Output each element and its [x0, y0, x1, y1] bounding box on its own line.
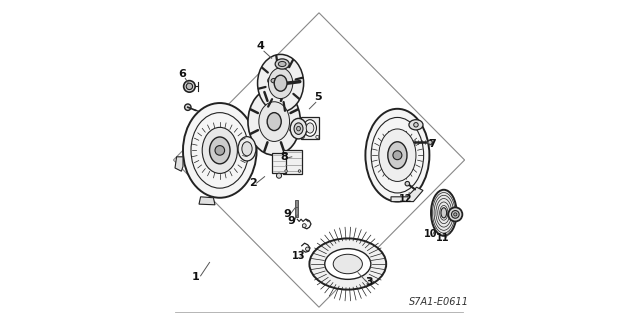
Ellipse shape	[271, 78, 278, 83]
Polygon shape	[199, 197, 215, 205]
Ellipse shape	[278, 61, 286, 67]
Ellipse shape	[268, 76, 281, 85]
Circle shape	[413, 123, 418, 127]
Text: 8: 8	[281, 152, 288, 162]
Text: 9: 9	[283, 209, 291, 219]
Circle shape	[428, 140, 433, 145]
Circle shape	[184, 81, 195, 92]
Text: 4: 4	[257, 41, 265, 51]
Ellipse shape	[269, 80, 279, 88]
Ellipse shape	[366, 109, 429, 202]
Text: 11: 11	[436, 233, 449, 243]
Text: 6: 6	[178, 69, 186, 79]
Text: 9: 9	[287, 216, 295, 226]
Ellipse shape	[441, 208, 447, 218]
Ellipse shape	[306, 123, 314, 133]
Text: S7A1-E0611: S7A1-E0611	[409, 297, 469, 308]
Ellipse shape	[275, 59, 289, 69]
Circle shape	[285, 170, 287, 172]
Text: 12: 12	[399, 194, 412, 204]
Ellipse shape	[294, 123, 303, 134]
Polygon shape	[175, 157, 183, 171]
Circle shape	[302, 224, 306, 228]
Ellipse shape	[388, 142, 407, 169]
Bar	[272, 153, 286, 173]
Bar	[300, 117, 320, 139]
Circle shape	[393, 151, 402, 160]
Text: 1: 1	[192, 272, 200, 282]
Text: 7: 7	[429, 139, 436, 148]
Ellipse shape	[267, 113, 281, 131]
Text: 10: 10	[424, 229, 437, 239]
Circle shape	[298, 170, 300, 172]
Circle shape	[316, 135, 319, 139]
Circle shape	[301, 135, 304, 139]
Circle shape	[452, 211, 459, 218]
Text: 5: 5	[315, 92, 322, 102]
Ellipse shape	[431, 190, 457, 236]
Circle shape	[454, 213, 457, 216]
Circle shape	[306, 247, 309, 251]
Ellipse shape	[183, 103, 256, 198]
Text: 2: 2	[249, 178, 257, 188]
Ellipse shape	[290, 118, 307, 139]
Ellipse shape	[209, 137, 230, 164]
Circle shape	[449, 207, 463, 221]
Circle shape	[276, 173, 281, 178]
Circle shape	[184, 104, 191, 110]
Ellipse shape	[409, 120, 423, 130]
Ellipse shape	[274, 75, 287, 91]
Ellipse shape	[242, 142, 252, 156]
Ellipse shape	[304, 120, 316, 136]
Text: 3: 3	[365, 277, 373, 287]
Polygon shape	[391, 187, 423, 202]
Ellipse shape	[202, 127, 237, 173]
Ellipse shape	[248, 88, 300, 155]
Circle shape	[215, 146, 225, 155]
Ellipse shape	[325, 249, 371, 279]
Circle shape	[405, 181, 410, 186]
Ellipse shape	[269, 68, 293, 99]
Ellipse shape	[379, 129, 416, 181]
Ellipse shape	[259, 102, 290, 141]
Ellipse shape	[258, 54, 304, 112]
Ellipse shape	[333, 254, 362, 274]
Bar	[295, 200, 298, 210]
Text: 13: 13	[292, 251, 306, 261]
Circle shape	[186, 83, 193, 90]
Ellipse shape	[238, 137, 256, 161]
Ellipse shape	[309, 238, 386, 290]
Bar	[283, 150, 302, 173]
Ellipse shape	[297, 126, 300, 131]
Bar	[295, 207, 298, 217]
